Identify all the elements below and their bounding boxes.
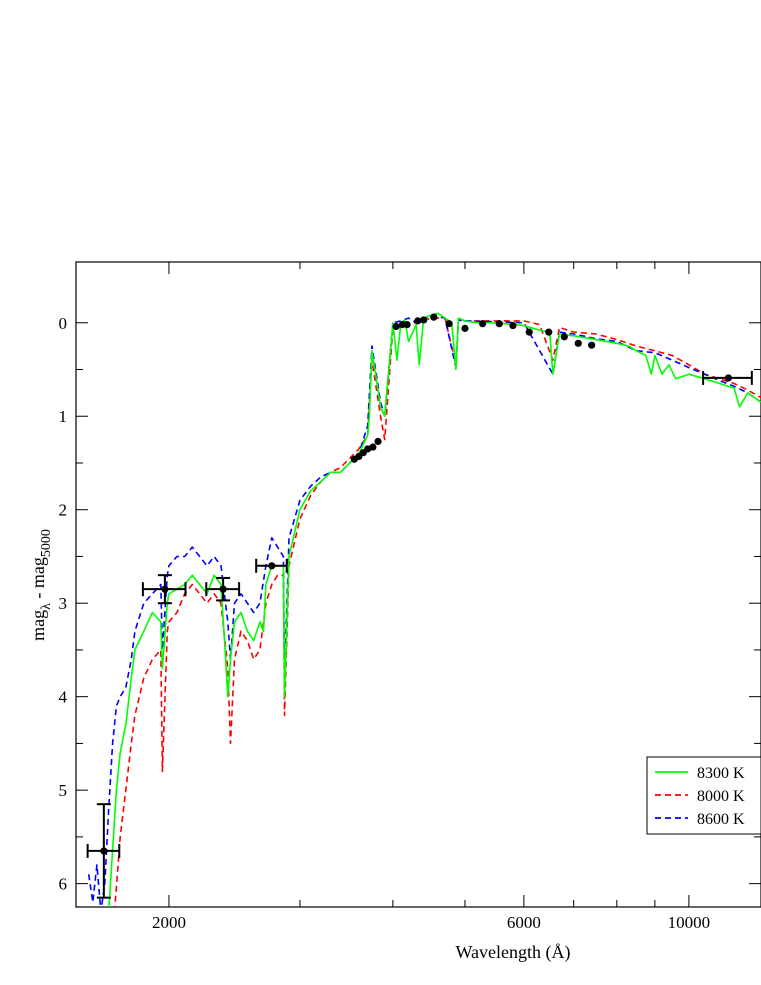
- observation-marker: [445, 320, 453, 328]
- observation-point: [461, 324, 469, 332]
- observation-marker: [430, 313, 438, 321]
- observation-marker: [560, 333, 568, 341]
- x-axis-title: Wavelength (Å): [455, 942, 570, 963]
- x-tick-label: 6000: [507, 913, 541, 932]
- observation-point: [574, 339, 582, 347]
- observation-point: [414, 317, 422, 325]
- observation-point: [392, 322, 400, 331]
- observation-marker: [495, 320, 503, 328]
- observation-point: [369, 443, 377, 451]
- legend-label: 8000 K: [697, 788, 745, 805]
- observation-point: [403, 321, 411, 329]
- observation-marker: [100, 847, 108, 855]
- series-line-8300-k: [108, 312, 761, 907]
- y-axis-title-sub2: 5000: [39, 529, 54, 557]
- observation-point: [420, 316, 428, 324]
- observation-marker: [545, 328, 553, 336]
- y-tick-label: 0: [59, 314, 68, 333]
- x-tick-label: 2000: [152, 913, 186, 932]
- y-axis-title: magλ - mag5000: [28, 529, 54, 641]
- y-tick-label: 6: [59, 875, 68, 894]
- y-tick-label: 3: [59, 594, 68, 613]
- observation-point: [545, 328, 553, 336]
- observation-point: [525, 328, 533, 336]
- observation-marker: [414, 317, 422, 325]
- y-axis-title-mid: - mag: [28, 557, 48, 603]
- observation-marker: [219, 585, 227, 593]
- observation-point: [588, 341, 596, 349]
- observation-point: [702, 370, 753, 385]
- y-axis-title-main: mag: [28, 610, 48, 641]
- observation-point: [141, 574, 187, 605]
- observation-point: [560, 333, 568, 341]
- observation-point: [445, 320, 453, 328]
- observation-marker: [420, 316, 428, 324]
- observation-point: [205, 576, 241, 602]
- observation-marker: [525, 328, 533, 336]
- observation-point: [509, 321, 517, 330]
- observation-point: [374, 437, 382, 446]
- observation-marker: [724, 374, 732, 382]
- series-layer: [87, 312, 761, 907]
- plot-frame: [75, 261, 761, 908]
- y-tick-label: 2: [59, 501, 68, 520]
- y-tick-label: 5: [59, 781, 68, 800]
- y-tick-label: 1: [59, 407, 68, 426]
- observation-marker: [374, 437, 382, 446]
- observation-marker: [268, 562, 276, 570]
- observation-marker: [461, 324, 469, 332]
- observation-point: [495, 320, 503, 328]
- observation-marker: [161, 585, 169, 593]
- observation-marker: [403, 321, 411, 329]
- legend: 8300 K 8000 K 8600 K: [646, 756, 761, 835]
- observation-point: [86, 803, 121, 899]
- observation-marker: [392, 322, 400, 331]
- observation-marker: [478, 320, 487, 328]
- observation-point: [430, 313, 438, 321]
- observation-point: [478, 320, 487, 328]
- observation-marker: [588, 341, 596, 349]
- y-tick-label: 4: [59, 688, 68, 707]
- observation-marker: [509, 321, 517, 330]
- y-axis-title-sub1: λ: [39, 603, 54, 610]
- observation-point: [255, 558, 288, 573]
- legend-label: 8300 K: [697, 765, 745, 782]
- axis-ticks: 2000 6000 10000 0 1 2 3 4 5 6: [59, 262, 761, 932]
- observations-layer: [86, 313, 753, 899]
- observation-marker: [574, 339, 582, 347]
- observation-marker: [369, 443, 377, 451]
- x-tick-label: 10000: [668, 913, 711, 932]
- legend-label: 8600 K: [697, 811, 745, 828]
